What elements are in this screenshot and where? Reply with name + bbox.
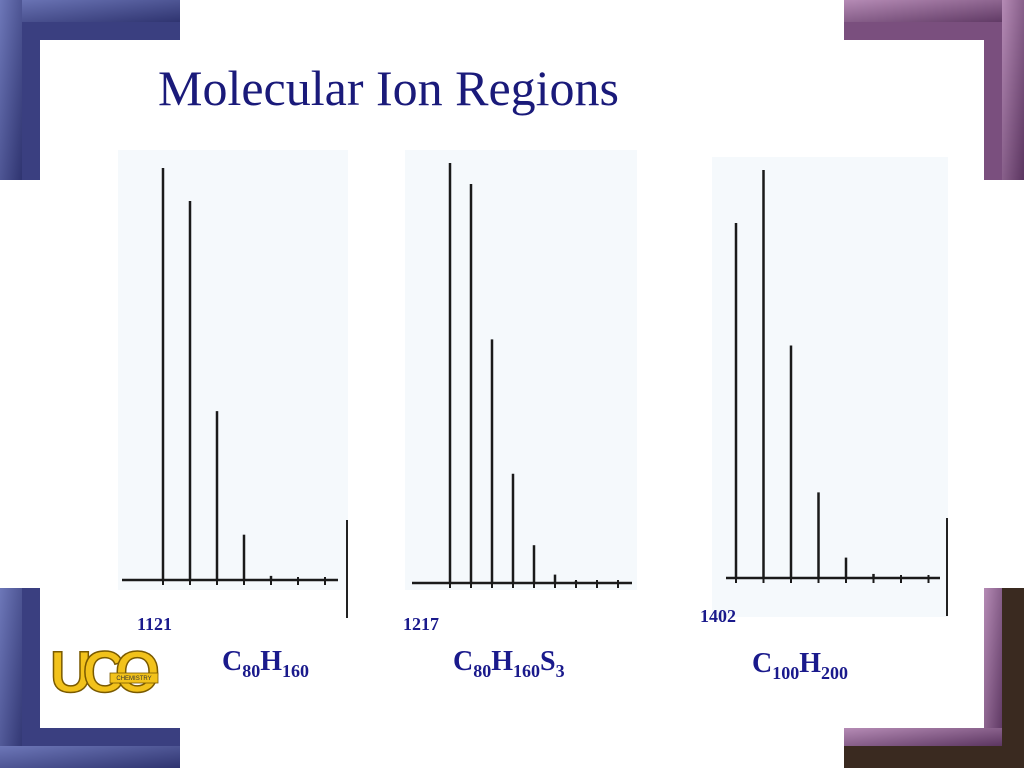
formula: C100H200 xyxy=(752,648,848,683)
formula-subscript: 80 xyxy=(242,661,260,681)
formula-element: S xyxy=(540,646,556,677)
slide-title: Molecular Ion Regions xyxy=(158,60,619,116)
formula-subscript: 200 xyxy=(821,663,848,683)
formula-subscript: 160 xyxy=(513,661,540,681)
start-label: 1121 xyxy=(137,614,172,634)
formula-element: H xyxy=(799,648,821,679)
formula: C80H160S3 xyxy=(453,646,565,681)
logo: UCO CHEMISTRY xyxy=(49,639,161,706)
formula-element: H xyxy=(260,646,282,677)
plot-panel xyxy=(712,157,948,617)
start-label: 1217 xyxy=(403,614,439,634)
logo-subtext: CHEMISTRY xyxy=(116,676,151,682)
formula-element: H xyxy=(491,646,513,677)
logo-text: UCO xyxy=(50,640,160,705)
formula-subscript: 160 xyxy=(282,661,309,681)
formula-element: C xyxy=(752,648,772,679)
formula-element: C xyxy=(453,646,473,677)
plot-panel xyxy=(405,150,637,590)
formula-element: C xyxy=(222,646,242,677)
formula: C80H160 xyxy=(222,646,309,681)
formula-subscript: 80 xyxy=(473,661,491,681)
formula-subscript: 3 xyxy=(556,661,565,681)
formula-subscript: 100 xyxy=(772,663,799,683)
plot-panel xyxy=(118,150,348,590)
start-label: 1402 xyxy=(700,606,736,626)
